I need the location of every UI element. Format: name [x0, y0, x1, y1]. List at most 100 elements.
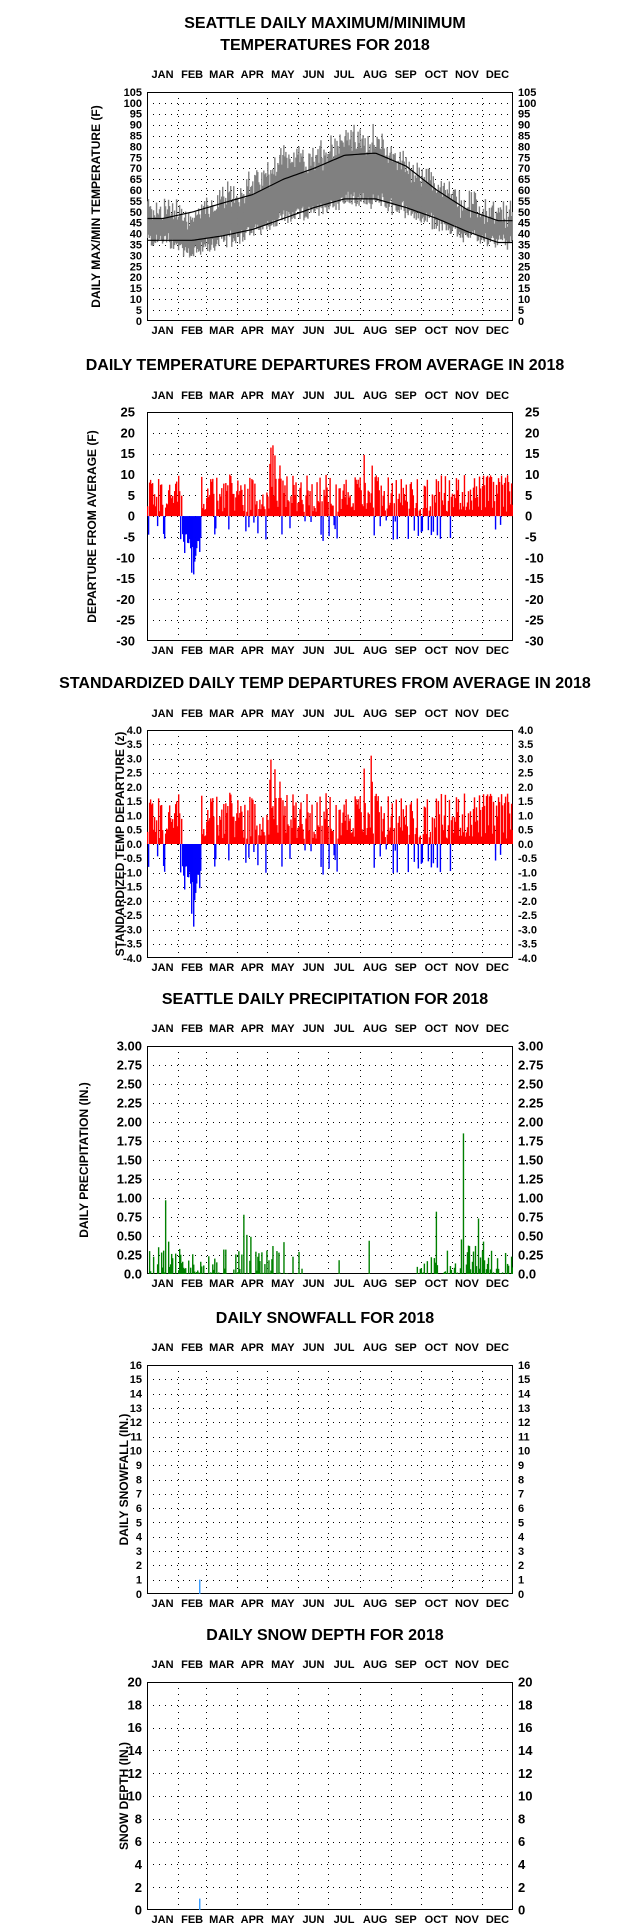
positive-departure-bar — [386, 508, 388, 517]
grid — [147, 1682, 513, 1910]
positive-departure-bar — [259, 823, 261, 844]
month-label-bottom: OCT — [425, 1914, 449, 1926]
positive-departure-bar — [428, 837, 431, 844]
positive-departure-bar — [424, 486, 427, 517]
precipitation-bar — [212, 1264, 214, 1274]
y-tick-label-right: 3.0 — [518, 753, 533, 765]
month-label-bottom: NOV — [455, 962, 480, 974]
y-tick-label-right: 7 — [518, 1489, 524, 1501]
chart-title: DAILY SNOWFALL FOR 2018 — [216, 1310, 435, 1327]
y-tick-label-right: 0 — [518, 316, 524, 328]
y-tick-label-right: 5 — [518, 305, 524, 317]
positive-departure-bar — [353, 836, 355, 844]
positive-departure-bar — [476, 496, 479, 517]
positive-departure-bar — [159, 484, 162, 517]
positive-departure-bar — [492, 801, 495, 844]
y-tick-label-left: 0 — [128, 509, 135, 524]
positive-departure-bar — [465, 506, 468, 517]
y-tick-label-left: 14 — [128, 1743, 143, 1758]
positive-departure-bar — [397, 822, 399, 844]
positive-departure-bar — [434, 502, 437, 517]
positive-departure-bar — [479, 809, 482, 844]
precipitation-bar — [188, 1260, 190, 1274]
y-tick-label-right: 15 — [525, 446, 539, 461]
positive-departure-bar — [387, 477, 389, 517]
precipitation-bar — [161, 1267, 164, 1274]
positive-departure-bar — [157, 479, 160, 517]
precipitation-bar — [210, 1272, 212, 1274]
positive-departure-bar — [357, 799, 359, 844]
precipitation-bar — [497, 1268, 500, 1274]
month-label-bottom: APR — [241, 1278, 264, 1290]
positive-departure-bar — [368, 491, 370, 517]
positive-departure-bar — [229, 792, 231, 844]
positive-departure-bar — [233, 816, 235, 844]
y-tick-label-left: 0.0 — [124, 1267, 142, 1282]
positive-departure-bar — [505, 511, 508, 517]
month-label-bottom: MAY — [271, 962, 295, 974]
precipitation-bar — [218, 1272, 220, 1274]
positive-departure-bar — [340, 509, 342, 517]
chart-panel-3: STANDARDIZED DAILY TEMP DEPARTURES FROM … — [59, 675, 591, 974]
month-label-bottom: MAY — [271, 1598, 295, 1610]
positive-departure-bar — [262, 817, 264, 844]
negative-departure-bar — [228, 516, 230, 530]
y-tick-label-left: -10 — [116, 550, 135, 565]
y-axis-label: STANDARDIZED TEMP DEPARTURE (z) — [113, 732, 127, 957]
positive-departure-bar — [207, 810, 209, 844]
positive-departure-bar — [168, 484, 171, 517]
negative-departure-bar — [494, 844, 497, 861]
positive-departure-bar — [362, 831, 364, 844]
positive-departure-bar — [204, 836, 206, 844]
positive-departure-bar — [443, 815, 446, 844]
positive-departure-bar — [374, 795, 376, 844]
precipitation-bar — [298, 1251, 300, 1274]
precipitation-bar — [283, 1242, 285, 1274]
negative-departure-bar — [396, 844, 398, 873]
positive-departure-bar — [455, 478, 458, 517]
positive-departure-bar — [323, 489, 325, 517]
positive-departure-bar — [457, 479, 460, 517]
y-tick-label-left: 25 — [121, 405, 135, 420]
positive-departure-bar — [508, 491, 511, 517]
negative-departure-bar — [162, 844, 165, 867]
positive-departure-bar — [272, 806, 274, 844]
precipitation-bar — [169, 1264, 172, 1274]
y-tick-label-right: 25 — [518, 261, 530, 273]
y-tick-label-left: 4.0 — [127, 725, 142, 737]
y-tick-label-right: 9 — [518, 1460, 524, 1472]
positive-departure-bar — [250, 836, 252, 844]
month-label-top: JUL — [334, 708, 355, 720]
negative-departure-bar — [187, 844, 189, 878]
negative-departure-bar — [163, 844, 166, 872]
precipitation-bar — [183, 1267, 185, 1274]
positive-departure-bar — [389, 827, 391, 844]
positive-departure-bar — [160, 484, 163, 517]
normal-min-line — [147, 198, 513, 244]
positive-departure-bar — [306, 475, 308, 517]
positive-departure-bar — [271, 807, 273, 844]
month-label-bottom: JAN — [152, 962, 174, 974]
negative-departure-bar — [432, 844, 435, 864]
month-label-top: MAY — [271, 69, 295, 81]
y-tick-label-right: 3 — [518, 1546, 524, 1558]
positive-departure-bar — [151, 483, 154, 517]
positive-departure-bar — [463, 475, 466, 517]
y-tick-label-left: -25 — [116, 613, 135, 628]
precipitation-bar — [264, 1264, 266, 1274]
y-tick-label-right: 0 — [518, 1589, 524, 1601]
positive-departure-bar — [357, 479, 359, 517]
positive-departure-bar — [293, 805, 295, 844]
positive-departure-bar — [338, 809, 340, 844]
precipitation-bar — [489, 1269, 492, 1274]
negative-departure-bar — [196, 516, 198, 549]
positive-departure-bar — [347, 492, 349, 517]
positive-departure-bar — [244, 804, 246, 844]
y-tick-label-right: 1.00 — [518, 1191, 543, 1206]
y-tick-label-left: -2.5 — [123, 910, 142, 922]
positive-departure-bar — [266, 814, 268, 844]
positive-departure-bar — [451, 816, 454, 844]
y-tick-label-right: -0.5 — [518, 853, 537, 865]
positive-departure-bar — [461, 814, 464, 844]
positive-departure-bar — [399, 827, 401, 844]
